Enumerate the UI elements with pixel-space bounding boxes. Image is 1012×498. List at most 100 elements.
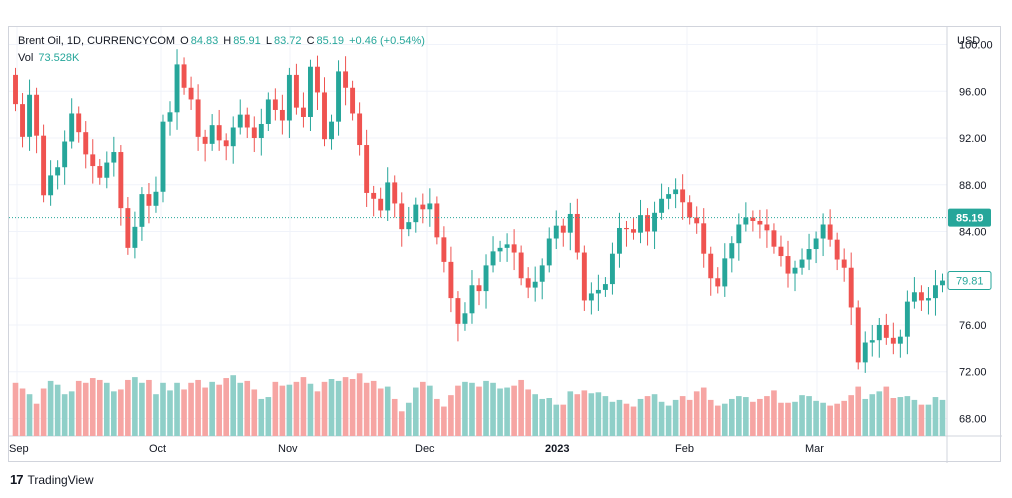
- candle-body: [251, 127, 257, 139]
- volume-legend: Vol 73.528K: [18, 52, 81, 64]
- volume-bar: [911, 399, 918, 436]
- candle-body: [153, 191, 159, 206]
- candle-body: [785, 256, 791, 274]
- candle-body: [918, 292, 924, 301]
- volume-bar: [209, 381, 215, 436]
- candle-body: [385, 182, 391, 211]
- volume-bar: [630, 406, 637, 436]
- y-tick-label: 100.00: [959, 40, 993, 52]
- tradingview-brand[interactable]: TradingView: [27, 472, 94, 487]
- symbol-title[interactable]: Brent Oil, 1D, CURRENCYCOM: [18, 35, 176, 47]
- volume-bar: [202, 387, 208, 436]
- volume-bar: [799, 395, 805, 436]
- volume-bar: [47, 380, 54, 436]
- candle-body: [638, 215, 643, 233]
- candle-body: [687, 202, 693, 218]
- candle-body: [694, 217, 700, 224]
- candle-body: [413, 204, 419, 223]
- low-label: L: [265, 35, 272, 47]
- candle-body: [279, 109, 285, 121]
- symbol-legend: Brent Oil, 1D, CURRENCYCOM O 84.83 H 85.91…: [18, 35, 427, 47]
- price-chart[interactable]: 100.0096.0092.0088.0084.0080.0076.0072.0…: [9, 27, 1002, 463]
- volume-bar: [862, 398, 869, 436]
- volume-bar: [693, 391, 700, 436]
- candle-body: [890, 337, 896, 344]
- volume-bar: [237, 382, 244, 436]
- candle-body: [518, 252, 524, 279]
- volume-bar: [897, 397, 904, 436]
- candle-body: [764, 224, 770, 231]
- tradingview-footer: 17 TradingView: [10, 472, 94, 487]
- candle-body: [230, 127, 236, 147]
- candle-body: [125, 208, 131, 248]
- candle-body: [62, 141, 68, 168]
- volume-bar: [68, 391, 75, 436]
- x-tick-label: Mar: [805, 443, 824, 455]
- volume-bar: [349, 379, 356, 436]
- tradingview-logo-icon[interactable]: 17: [10, 472, 24, 487]
- volume-label[interactable]: Vol: [18, 52, 34, 64]
- volume-bar: [391, 398, 398, 436]
- candle-body: [511, 244, 517, 253]
- volume-bar: [721, 403, 728, 436]
- x-tick-label: 2023: [545, 443, 569, 455]
- candle-body: [581, 252, 587, 301]
- candle-body: [371, 192, 377, 199]
- volume-bar: [412, 387, 419, 436]
- volume-bar: [286, 384, 293, 436]
- volume-bar: [384, 386, 391, 436]
- y-tick-label: 88.00: [959, 180, 987, 192]
- volume-bar: [574, 394, 581, 436]
- candle-body: [883, 324, 889, 338]
- volume-bar: [707, 399, 714, 436]
- volume-bar: [918, 404, 925, 436]
- candle-body: [343, 71, 349, 88]
- volume-bar: [335, 380, 342, 436]
- candle-body: [111, 152, 117, 163]
- candle-body: [813, 238, 819, 250]
- volume-bar: [532, 394, 538, 436]
- volume-bar: [792, 401, 798, 436]
- candle-body: [820, 224, 826, 239]
- candle-body: [504, 244, 510, 248]
- volume-bar: [757, 398, 763, 436]
- candle-body: [602, 284, 608, 290]
- volume-bar: [132, 377, 138, 436]
- volume-bar: [820, 402, 826, 436]
- candle-body: [195, 99, 201, 137]
- candle-body: [272, 99, 278, 110]
- volume-bar: [567, 391, 574, 436]
- candle-body: [167, 112, 173, 122]
- candle-body: [525, 278, 531, 288]
- candle-body: [104, 162, 110, 178]
- candle-body: [560, 225, 566, 233]
- volume-bar: [729, 398, 735, 436]
- candle-body: [315, 66, 320, 93]
- volume-bar: [504, 387, 510, 436]
- candle-body: [209, 125, 215, 144]
- candle-body: [223, 140, 229, 147]
- candle-body: [933, 285, 938, 299]
- volume-bar: [925, 404, 932, 436]
- candle-body: [83, 132, 89, 155]
- x-tick-label: Oct: [149, 443, 166, 455]
- candle-body: [448, 261, 454, 299]
- candle-body: [329, 121, 334, 140]
- candle-body: [862, 342, 868, 363]
- volume-bar: [427, 385, 433, 436]
- volume-bar: [609, 401, 616, 436]
- volume-bar: [834, 403, 840, 436]
- volume-bar: [370, 380, 377, 436]
- close-value: 85.19: [316, 35, 345, 47]
- volume-bar: [497, 388, 503, 436]
- candle-body: [925, 298, 931, 301]
- candle-body: [855, 307, 861, 363]
- candle-body: [265, 99, 271, 124]
- chart-frame[interactable]: 100.0096.0092.0088.0084.0080.0076.0072.0…: [8, 26, 1002, 463]
- candle-body: [293, 74, 299, 108]
- volume-bar: [26, 394, 33, 436]
- candle-body: [118, 152, 124, 209]
- volume-bar: [771, 390, 777, 436]
- volume-bar: [939, 399, 946, 436]
- candle-body: [76, 113, 82, 133]
